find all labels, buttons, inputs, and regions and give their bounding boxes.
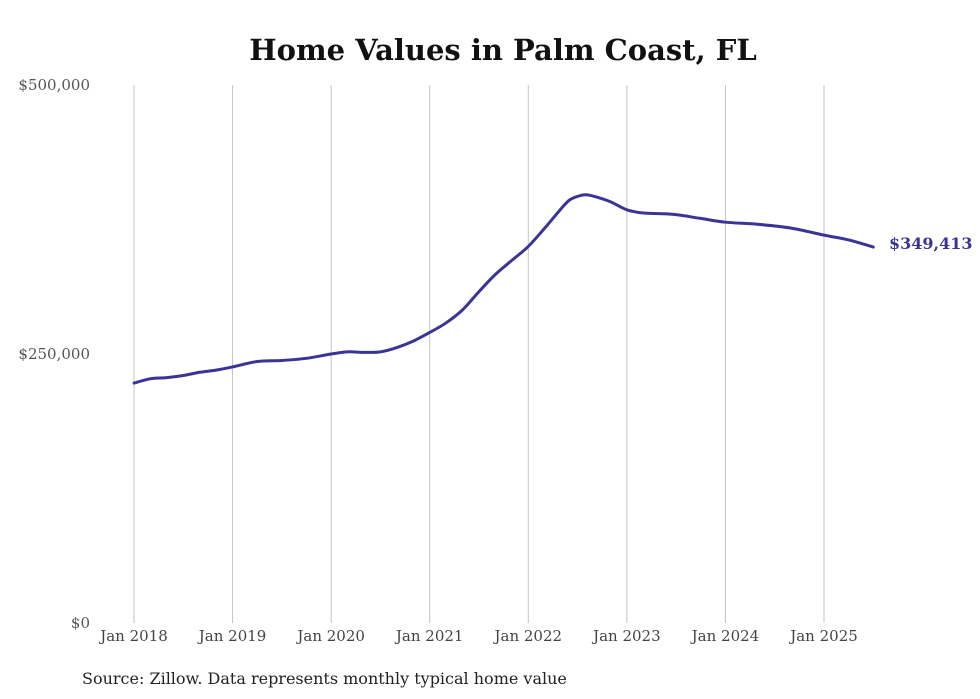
x-tick-label: Jan 2021: [394, 627, 464, 645]
x-tick-label: Jan 2025: [788, 627, 858, 645]
x-tick-label: Jan 2023: [591, 627, 661, 645]
y-tick-label: $500,000: [18, 76, 90, 94]
home-value-line: [132, 193, 875, 385]
series-lines: [132, 193, 875, 385]
x-axis-ticks: Jan 2018 Jan 2019 Jan 2020 Jan 2021 Jan 2022…: [98, 627, 858, 645]
chart-title: Home Values in Palm Coast, FL: [249, 33, 757, 67]
y-axis-ticks: $0 $250,000 $500,000: [18, 76, 90, 632]
x-tick-label: Jan 2018: [98, 627, 168, 645]
y-tick-label: $0: [71, 614, 90, 632]
x-tick-label: Jan 2024: [690, 627, 760, 645]
x-tick-label: Jan 2020: [295, 627, 365, 645]
x-tick-label: Jan 2022: [493, 627, 563, 645]
last-value-label: $349,413: [889, 234, 973, 253]
source-note: Source: Zillow. Data represents monthly …: [82, 669, 567, 688]
x-tick-label: Jan 2019: [197, 627, 267, 645]
gridlines: [133, 85, 825, 623]
y-tick-label: $250,000: [18, 345, 90, 363]
